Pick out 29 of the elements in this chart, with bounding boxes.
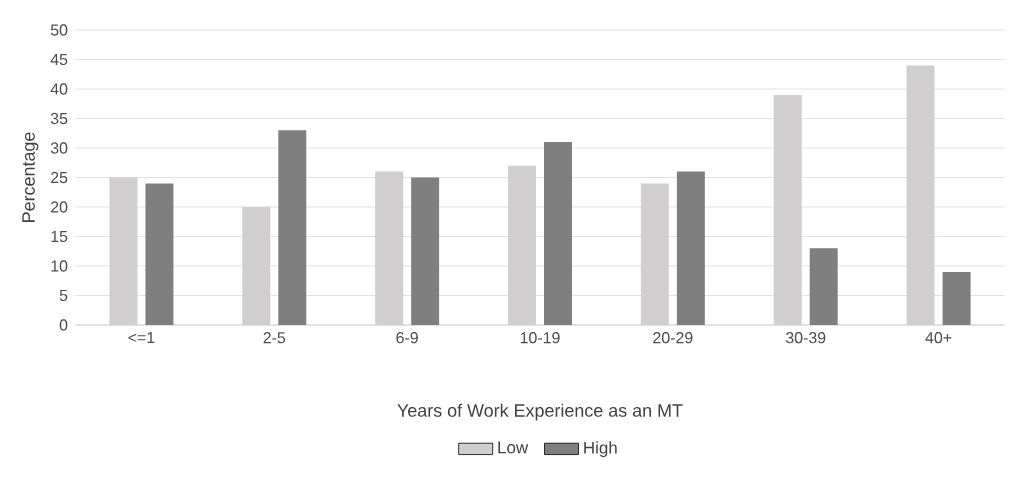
x-tick-label: 10-19 <box>520 332 560 344</box>
bar <box>411 177 440 325</box>
y-tick-label: 15 <box>51 230 68 243</box>
x-tick-label: 20-29 <box>653 332 693 344</box>
bar <box>942 271 971 325</box>
x-tick-label: 40+ <box>925 332 952 344</box>
y-tick-label: 40 <box>50 83 68 95</box>
bar <box>809 248 838 325</box>
x-axis-title: Years of Work Experience as an MT <box>397 403 683 421</box>
y-tick-label: 5 <box>59 289 68 302</box>
bar <box>676 171 705 325</box>
y-tick-label: 35 <box>50 112 68 125</box>
y-tick-label: 0 <box>59 319 68 331</box>
y-axis-title: Percentage <box>22 132 39 222</box>
y-tick-label: 45 <box>50 53 68 66</box>
legend-label: Low <box>498 441 529 454</box>
x-tick-label: <=1 <box>128 332 155 344</box>
bar <box>145 183 174 325</box>
y-tick-label: 30 <box>50 142 68 154</box>
y-tick-label: 50 <box>50 24 68 36</box>
legend-label: High <box>584 441 617 458</box>
x-tick-label: 30-39 <box>785 332 826 344</box>
x-tick-label: 6-9 <box>396 332 418 344</box>
y-tick-label: 20 <box>51 201 68 213</box>
bar <box>544 142 572 325</box>
y-tick-label: 25 <box>51 171 68 184</box>
bar <box>278 130 307 325</box>
y-tick-label: 10 <box>51 260 68 272</box>
x-tick-label: 2-5 <box>263 332 286 344</box>
